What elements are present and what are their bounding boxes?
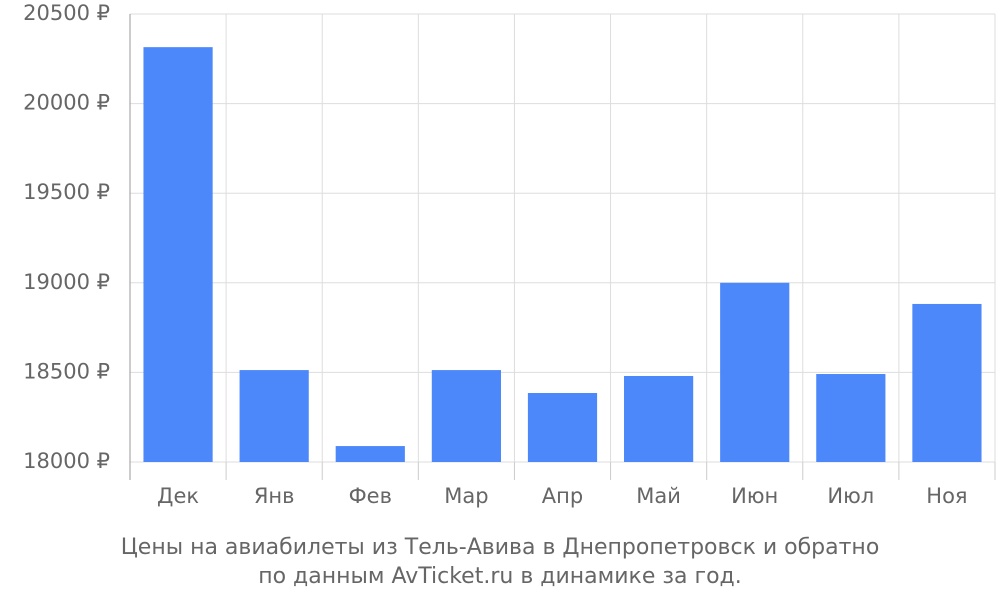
x-tick-label: Май	[636, 484, 681, 508]
x-tick-label: Дек	[157, 484, 199, 508]
bar	[239, 370, 309, 462]
bar	[143, 47, 213, 462]
bar	[624, 375, 694, 462]
bar	[816, 374, 886, 462]
y-tick-label: 20000 ₽	[23, 91, 110, 115]
y-tick-label: 19500 ₽	[23, 180, 110, 204]
x-tick-label: Ноя	[926, 484, 967, 508]
bar	[527, 393, 598, 462]
y-tick-label: 19000 ₽	[23, 270, 110, 294]
x-tick-label: Июл	[827, 484, 874, 508]
bar	[720, 282, 790, 462]
y-tick-label: 20500 ₽	[23, 1, 110, 25]
bar	[912, 303, 982, 462]
chart-title: Цены на авиабилеты из Тель-Авива в Днепр…	[121, 535, 880, 560]
y-tick-label: 18500 ₽	[23, 359, 110, 383]
x-tick-label: Мар	[444, 484, 488, 508]
bar	[335, 446, 405, 462]
x-tick-label: Апр	[542, 484, 583, 508]
chart-title: по данным AvTicket.ru в динамике за год.	[258, 564, 742, 589]
x-tick-label: Янв	[254, 484, 295, 508]
x-tick-label: Июн	[731, 484, 778, 508]
x-tick-label: Фев	[349, 484, 392, 508]
y-tick-label: 18000 ₽	[23, 449, 110, 473]
bar	[431, 370, 501, 462]
